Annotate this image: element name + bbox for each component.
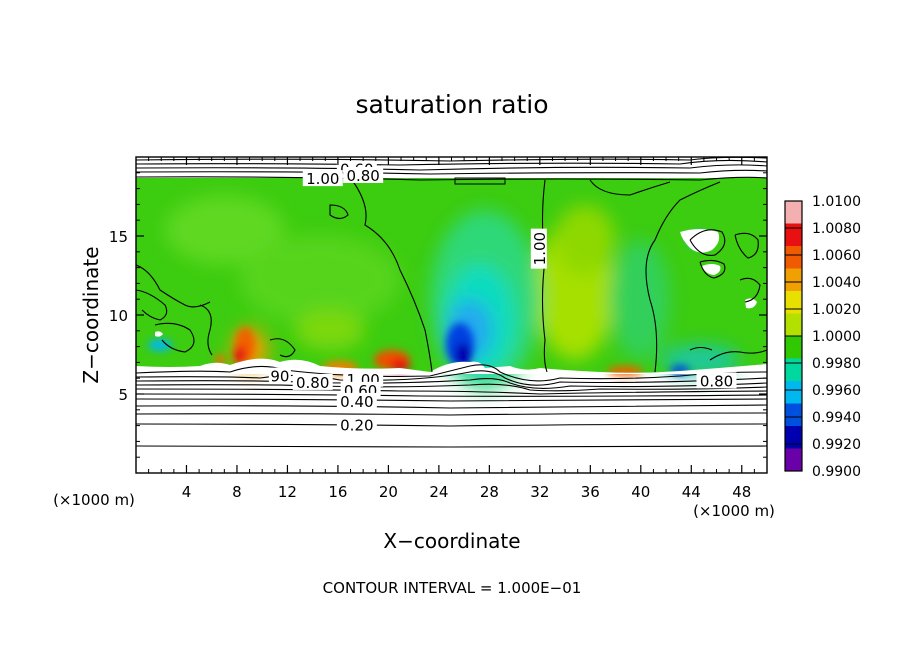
contour-label: 0.40 (340, 393, 373, 411)
x-tick-label: 28 (480, 483, 499, 501)
y-tick-label: 15 (109, 228, 128, 246)
x-tick-label: 32 (530, 483, 549, 501)
colorbar-level-label: 1.0080 (812, 221, 861, 237)
contour-label: 0.80 (700, 372, 733, 390)
y-tick-label: 10 (109, 307, 128, 325)
x-tick-label: 36 (581, 483, 600, 501)
colorbar-swatch (785, 201, 802, 224)
colorbar-level-label: 0.9980 (812, 356, 861, 372)
contour-lines (136, 157, 767, 448)
chart-title: saturation ratio (355, 90, 548, 119)
contour-label: 1.00 (306, 170, 339, 188)
colorbar-swatch (785, 426, 802, 449)
colorbar-swatch (785, 358, 802, 382)
y-unit-label: (×1000 m) (53, 491, 135, 509)
contour-label: 0.20 (340, 417, 373, 435)
contour-labels: 0.601.000.801.001.000.800.600.400.200.80… (268, 160, 737, 435)
colorbar-swatch (785, 313, 802, 337)
x-tick-label: 8 (232, 483, 242, 501)
plot-area (136, 157, 767, 473)
colorbar-swatch (785, 403, 802, 427)
colorbar-level-label: 0.9960 (812, 383, 861, 399)
contour-label-bg (530, 228, 547, 269)
y-axis-title: Z−coordinate (79, 246, 103, 383)
x-tick-label: 48 (732, 483, 751, 501)
contour-label-bg (336, 416, 377, 433)
colorbar-swatch (785, 291, 802, 314)
cloud-gap (702, 264, 721, 275)
colorbar-level-label: 0.9940 (812, 410, 861, 426)
cloud-gap (155, 331, 163, 337)
contour-interval-note: CONTOUR INTERVAL = 1.000E−01 (323, 579, 582, 597)
x-tick-label: 12 (278, 483, 297, 501)
colorbar: 1.0100 1.0080 1.0060 1.0040 1.0020 1.0000 0.99… (784, 194, 861, 480)
y-axis: 5 10 15 (109, 172, 767, 458)
colorbar-level-label: 1.0000 (812, 329, 861, 345)
colorbar-swatch (785, 336, 802, 359)
colorbar-swatch (785, 268, 802, 292)
contour-label-bg (302, 170, 343, 187)
colorbar-level-label: 1.0040 (812, 275, 861, 291)
contour-label: 0.80 (346, 167, 379, 185)
colorbar-level-label: 1.0060 (812, 248, 861, 264)
contour-label-bg (343, 166, 384, 183)
x-tick-label: 44 (682, 483, 701, 501)
colorbar-swatch (785, 223, 802, 247)
colorbar-swatch (785, 381, 802, 404)
x-tick-label: 24 (429, 483, 448, 501)
x-unit-label: (×1000 m) (693, 502, 775, 520)
contour-label: 90 (270, 368, 289, 386)
colorbar-level-label: 0.9900 (812, 464, 861, 480)
colorbar-level-label: 1.0020 (812, 302, 861, 318)
colorbar-swatch (785, 448, 802, 472)
x-tick-label: 16 (328, 483, 347, 501)
contour-label: 0.80 (296, 374, 329, 392)
contour-label-bg (292, 373, 333, 390)
contour-label-bg (268, 367, 291, 384)
cloud-base-boundary (136, 358, 767, 374)
colorbar-level-label: 0.9920 (812, 437, 861, 453)
x-axis-title: X−coordinate (383, 529, 520, 553)
x-tick-label: 40 (631, 483, 650, 501)
x-axis: 4 8 12 16 20 24 28 32 36 40 44 48 (148, 157, 755, 501)
colorbar-swatch (785, 246, 802, 269)
x-tick-label: 20 (379, 483, 398, 501)
contour-label: 1.00 (531, 232, 549, 265)
contour-label-bg (696, 372, 737, 389)
contour-label-bg (336, 392, 377, 409)
x-tick-label: 4 (182, 483, 192, 501)
y-tick-label: 5 (118, 386, 128, 404)
colorbar-level-label: 1.0100 (812, 194, 861, 210)
cloud-gap (680, 229, 720, 253)
